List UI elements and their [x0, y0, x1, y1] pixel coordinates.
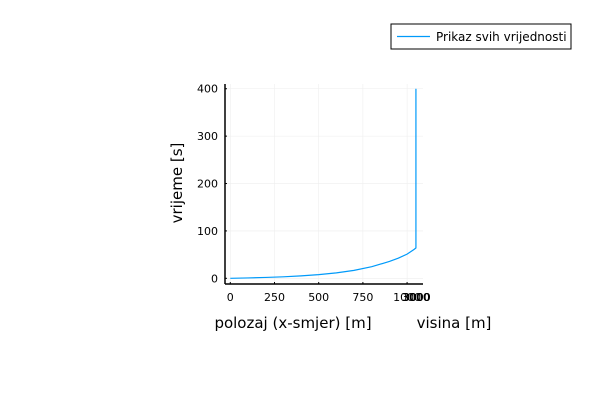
- x2-tick-label-2: 3000: [403, 291, 431, 304]
- x-tick-label-3: 750: [352, 291, 373, 304]
- y-tick-label-2: 200: [197, 178, 218, 191]
- y-axis-label: vrijeme [s]: [168, 143, 186, 224]
- series-layer: [230, 88, 417, 279]
- series-line-0: [230, 88, 417, 279]
- y-tick-label-3: 300: [197, 130, 218, 143]
- legend: Prikaz svih vrijednosti: [390, 23, 572, 50]
- axes: [224, 84, 423, 285]
- grid: [225, 84, 423, 284]
- x2-tick-label-1: 3000: [402, 291, 430, 304]
- x-axis-label: polozaj (x-smjer) [m]: [214, 314, 371, 332]
- y-tick-label-4: 400: [197, 83, 218, 96]
- x2-tick-label-0: 3000: [402, 291, 430, 304]
- x-tick-label-1: 250: [264, 291, 285, 304]
- x-tick-label-2: 500: [308, 291, 329, 304]
- x-tick-label-4: 1000: [393, 291, 421, 304]
- y-tick-label-1: 100: [197, 225, 218, 238]
- x-tick-label-0: 0: [227, 291, 234, 304]
- legend-label: Prikaz svih vrijednosti: [436, 30, 567, 44]
- x2-axis-label: visina [m]: [417, 314, 492, 332]
- y-tick-label-0: 0: [211, 272, 218, 285]
